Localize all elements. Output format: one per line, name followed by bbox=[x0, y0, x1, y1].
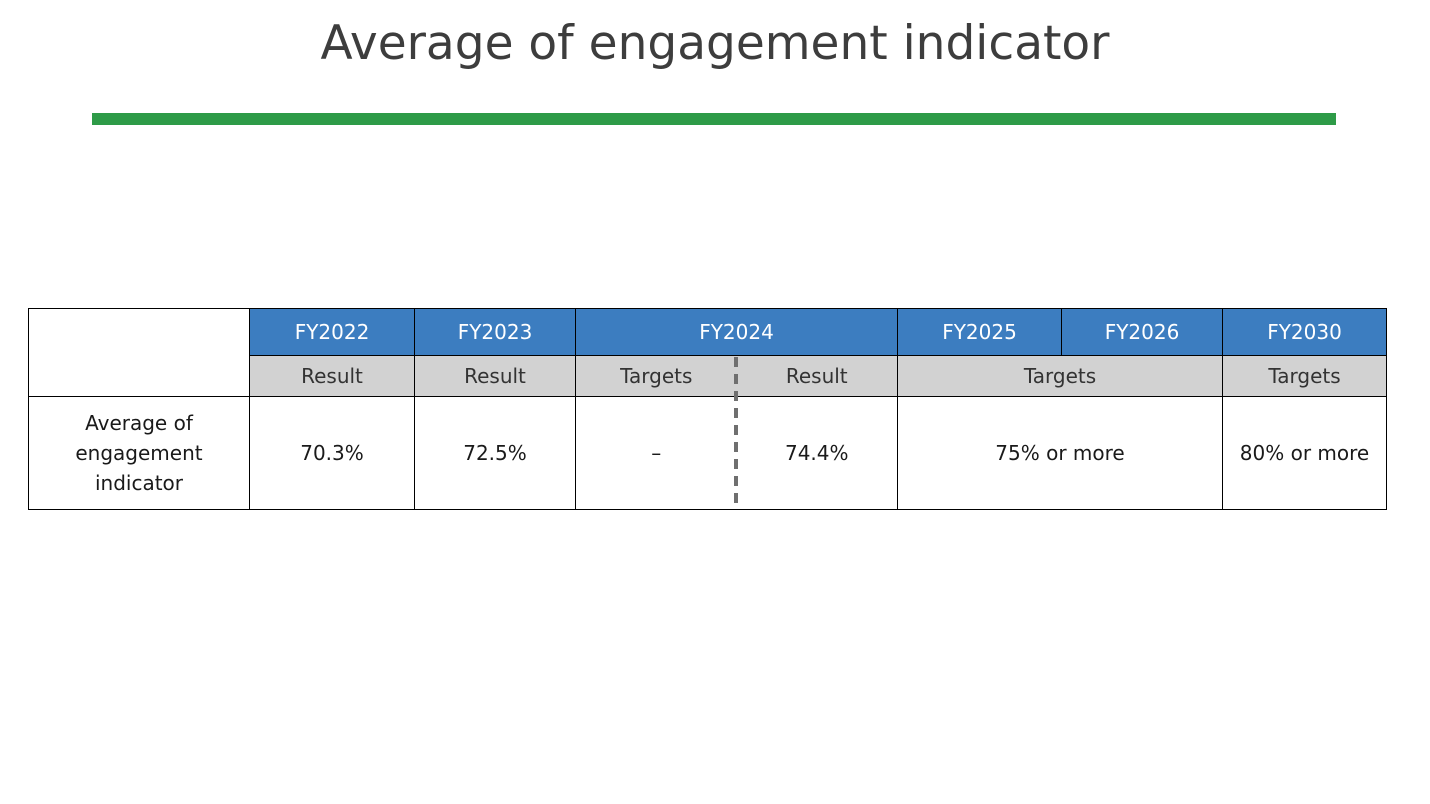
year-header-fy2024: FY2024 bbox=[575, 308, 898, 356]
year-header-fy2030: FY2030 bbox=[1222, 308, 1387, 356]
accent-bar bbox=[92, 113, 1336, 125]
year-header-row: FY2022 FY2023 FY2024 FY2025 FY2026 FY203… bbox=[28, 308, 1387, 397]
year-header-fy2025: FY2025 bbox=[897, 308, 1062, 356]
value-fy2025-fy2026-targets: 75% or more bbox=[897, 396, 1223, 510]
value-fy2024-result: 74.4% bbox=[736, 396, 898, 510]
year-header-fy2022: FY2022 bbox=[249, 308, 415, 356]
type-header-fy2024-result: Result bbox=[736, 355, 898, 397]
engagement-table-wrap: FY2022 FY2023 FY2024 FY2025 FY2026 FY203… bbox=[28, 308, 1387, 510]
type-header-fy2024-targets: Targets bbox=[575, 355, 737, 397]
slide-title: Average of engagement indicator bbox=[320, 16, 1110, 71]
engagement-table: FY2022 FY2023 FY2024 FY2025 FY2026 FY203… bbox=[28, 308, 1387, 510]
year-header-fy2026: FY2026 bbox=[1061, 308, 1223, 356]
type-header-fy2023: Result bbox=[414, 355, 576, 397]
row-label-cell: Average of engagement indicator bbox=[28, 396, 250, 510]
value-fy2023-result: 72.5% bbox=[414, 396, 576, 510]
data-row: Average of engagement indicator 70.3% 72… bbox=[28, 396, 1387, 510]
value-fy2022-result: 70.3% bbox=[249, 396, 415, 510]
type-header-fy2022: Result bbox=[249, 355, 415, 397]
table-corner-cell bbox=[28, 308, 250, 397]
fy2024-dashed-divider bbox=[734, 357, 738, 509]
type-header-fy2030-targets: Targets bbox=[1222, 355, 1387, 397]
value-fy2024-targets: – bbox=[575, 396, 737, 510]
value-fy2030-targets: 80% or more bbox=[1222, 396, 1387, 510]
type-header-fy2025-fy2026-targets: Targets bbox=[897, 355, 1223, 397]
type-header-row: Result Result Targets Result Targets Tar… bbox=[29, 355, 1387, 397]
year-header-fy2023: FY2023 bbox=[414, 308, 576, 356]
